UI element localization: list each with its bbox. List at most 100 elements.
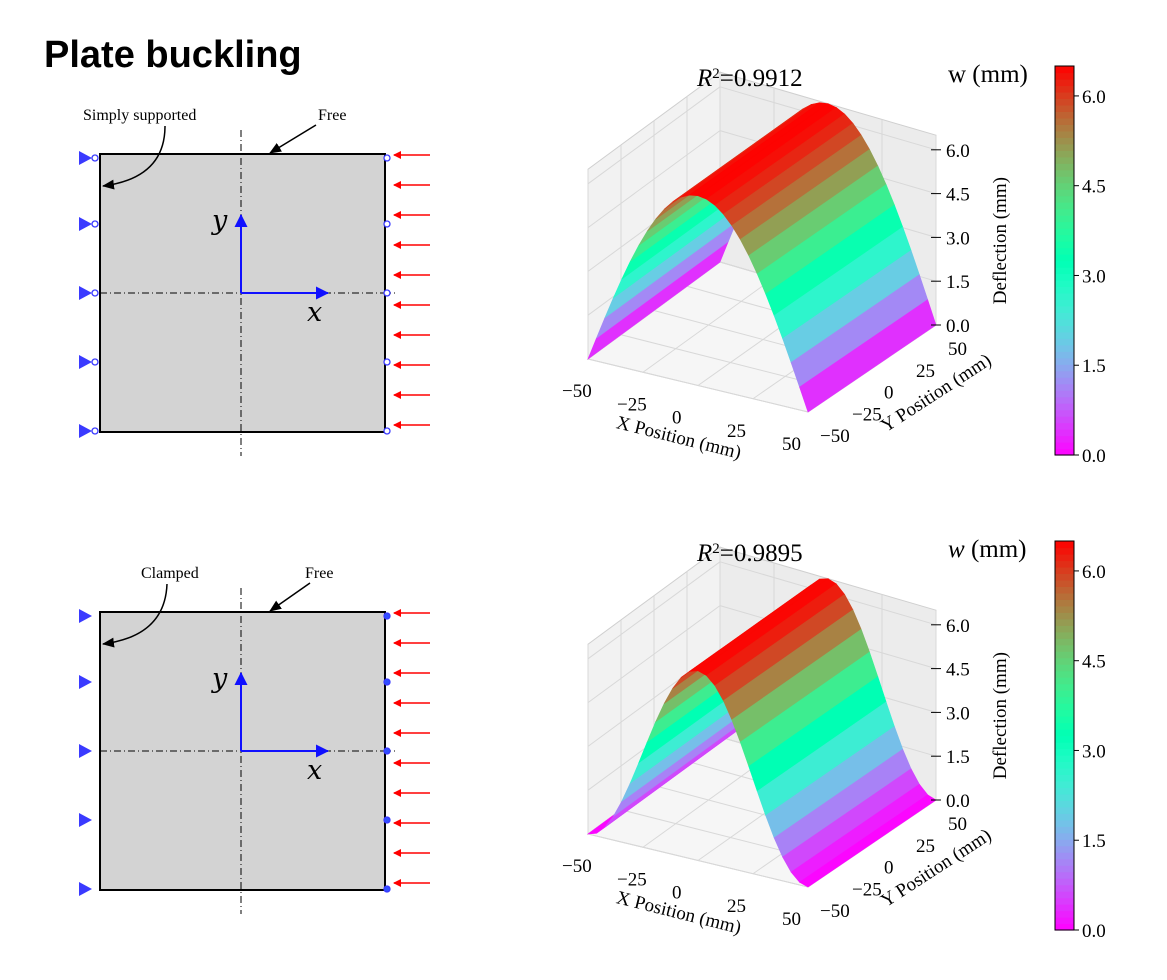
right-support-roller	[383, 154, 391, 162]
colorbar-tick-label: 3.0	[1082, 741, 1106, 762]
colorbar-band	[1055, 638, 1074, 646]
colorbar-band	[1055, 683, 1074, 691]
y-tick-label: −50	[820, 426, 850, 447]
colorbar-band	[1055, 878, 1074, 886]
schematic-top: y x Simply supported Free	[79, 107, 430, 456]
colorbar-band	[1055, 150, 1074, 158]
colorbar-band	[1055, 891, 1074, 899]
z-tick-label: 6.0	[946, 141, 970, 162]
side-gridline	[587, 561, 721, 660]
r2-symbol: R	[696, 65, 712, 92]
x-tick-label: −25	[617, 869, 647, 890]
left-support-triangle	[79, 675, 92, 689]
y-axis-label: Y Position (mm)	[877, 350, 995, 437]
colorbar-band	[1055, 85, 1074, 93]
colorbar-frame	[1054, 65, 1075, 456]
colorbar-band	[1055, 117, 1074, 125]
colorbar-band	[1055, 579, 1074, 587]
colorbar-frame	[1054, 540, 1075, 931]
colorbar-band	[1055, 832, 1074, 840]
z-tick-label: 3.0	[946, 228, 970, 249]
right-support-roller	[383, 358, 391, 366]
y-tick-label: 0	[884, 858, 894, 879]
colorbar-band	[1055, 111, 1074, 119]
colorbar-band	[1055, 631, 1074, 639]
schematic-bottom: y x Clamped Free	[79, 565, 430, 914]
colorbar-band	[1055, 221, 1074, 229]
left-support-triangle	[79, 882, 92, 896]
colorbar-band	[1055, 664, 1074, 672]
colorbar-band	[1055, 260, 1074, 268]
colorbar-band	[1055, 566, 1074, 575]
left-support-triangle	[79, 744, 92, 758]
colorbar-band	[1055, 884, 1074, 892]
z-tick-label: 4.5	[946, 660, 970, 681]
side-gridline	[587, 130, 721, 229]
y-tick-label: 25	[916, 361, 935, 382]
colorbar-band	[1055, 292, 1074, 300]
colorbar-band	[1055, 923, 1074, 931]
y-tick-label: 50	[948, 814, 967, 835]
page-title: Plate buckling	[44, 34, 302, 76]
colorbar-tick-label: 4.5	[1082, 652, 1106, 673]
left-support-triangle	[79, 286, 92, 300]
colorbar-band	[1055, 208, 1074, 216]
colorbar-band	[1055, 787, 1074, 795]
colorbar-band	[1055, 364, 1074, 372]
colorbar-band	[1055, 435, 1074, 443]
colorbar-band	[1055, 644, 1074, 652]
colorbar-band	[1055, 696, 1074, 704]
right-support-roller	[383, 289, 391, 297]
colorbar-band	[1055, 573, 1074, 581]
left-edge-label: Simply supported	[83, 107, 196, 124]
colorbar-band	[1055, 904, 1074, 912]
r2-value: =0.9895	[720, 540, 803, 567]
colorbar-band	[1055, 377, 1074, 385]
colorbar-band	[1055, 279, 1074, 288]
left-support-triangle	[79, 609, 92, 623]
colorbar-band	[1055, 156, 1074, 164]
colorbar-band	[1055, 709, 1074, 717]
colorbar-band	[1055, 735, 1074, 743]
colorbar-band	[1055, 241, 1074, 249]
z-tick-label: 3.0	[946, 703, 970, 724]
z-tick-label: 1.5	[946, 272, 970, 293]
colorbar-tick-label: 6.0	[1082, 87, 1106, 108]
colorbar-band	[1055, 774, 1074, 782]
colorbar-band	[1055, 917, 1074, 925]
colorbar-band	[1055, 670, 1074, 678]
colorbar-band	[1055, 677, 1074, 685]
colorbar-band	[1055, 228, 1074, 236]
x-tick-label: 25	[727, 896, 746, 917]
x-tick-label: 0	[672, 408, 682, 429]
colorbar-band	[1055, 318, 1074, 326]
right-support-roller	[383, 747, 391, 755]
colorbar-band	[1055, 163, 1074, 171]
colorbar-band	[1055, 605, 1074, 613]
colorbar-title-unit: (mm)	[965, 536, 1027, 563]
colorbar-band	[1055, 761, 1074, 769]
r2-symbol: R	[696, 540, 712, 567]
colorbar-band	[1055, 182, 1074, 190]
colorbar-band	[1055, 312, 1074, 320]
x-tick-label: −50	[562, 381, 592, 402]
colorbar-band	[1055, 625, 1074, 633]
z-tick-label: 4.5	[946, 185, 970, 206]
colorbar-band	[1055, 722, 1074, 730]
right-support-roller	[383, 885, 391, 893]
z-tick-label: 0.0	[946, 791, 970, 812]
colorbar-band	[1055, 448, 1074, 456]
z-tick-label: 1.5	[946, 747, 970, 768]
y-tick-label: −25	[852, 404, 882, 425]
right-support-roller	[383, 427, 391, 435]
colorbar-band	[1055, 690, 1074, 698]
y-axis-label: y	[211, 663, 228, 694]
colorbar-tick-label: 6.0	[1082, 562, 1106, 583]
y-tick-label: 0	[884, 383, 894, 404]
colorbar-band	[1055, 865, 1074, 873]
left-support-pin	[91, 427, 99, 435]
y-tick-label: 25	[916, 836, 935, 857]
colorbar-band	[1055, 716, 1074, 724]
colorbar-band	[1055, 547, 1074, 555]
